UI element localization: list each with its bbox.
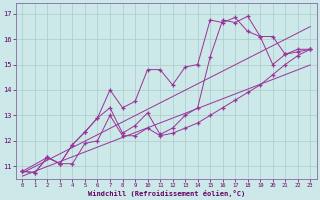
X-axis label: Windchill (Refroidissement éolien,°C): Windchill (Refroidissement éolien,°C) [88,190,245,197]
